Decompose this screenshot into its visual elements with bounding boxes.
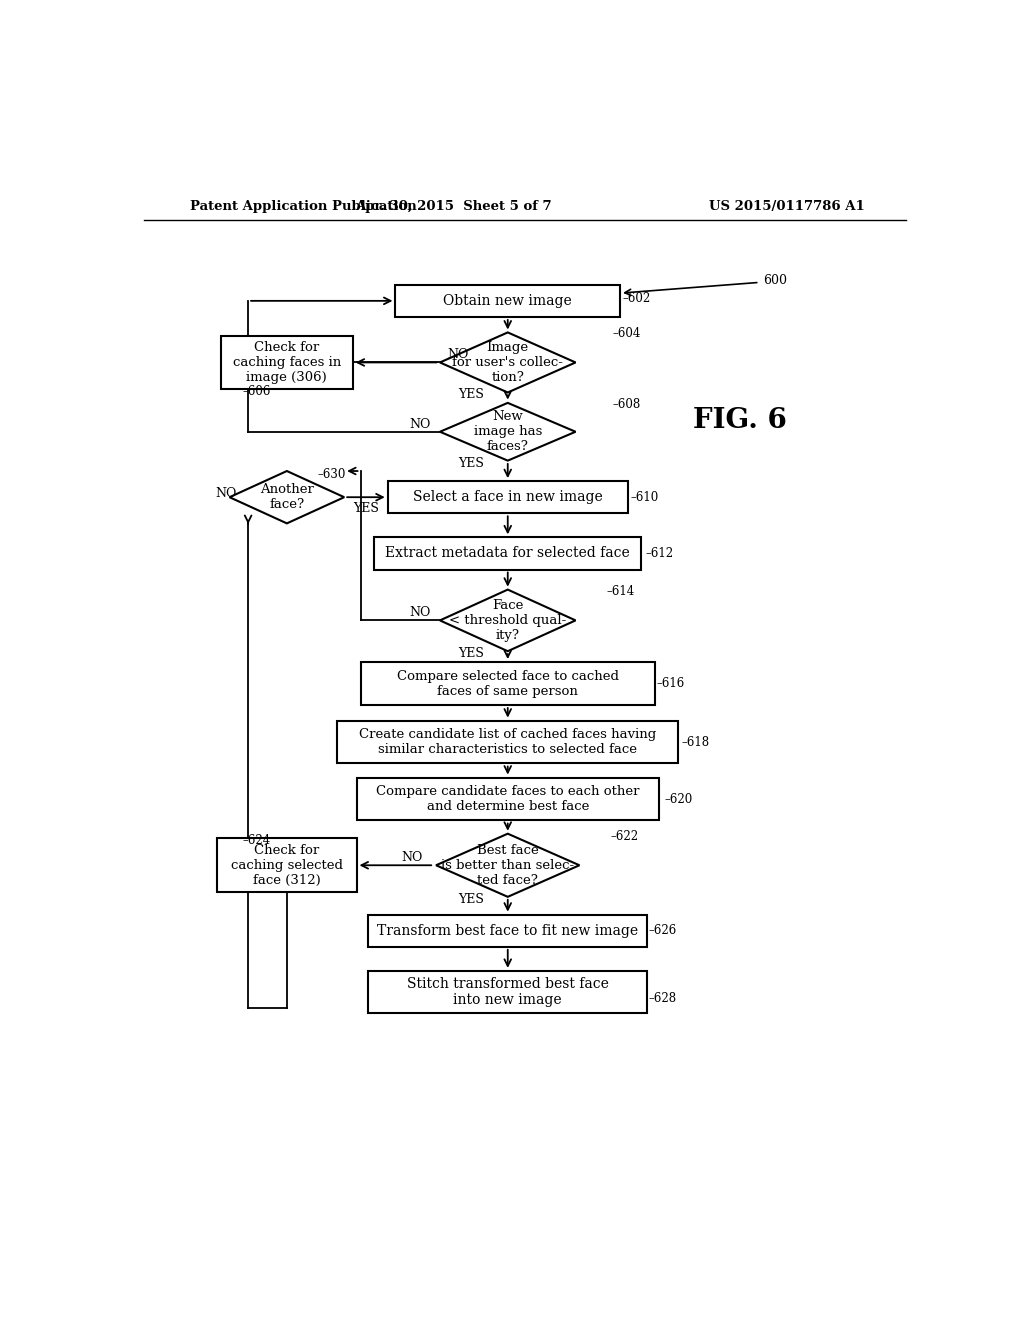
Bar bbox=[369, 915, 647, 946]
Text: YES: YES bbox=[352, 502, 379, 515]
Bar bbox=[356, 777, 658, 820]
Bar bbox=[337, 721, 678, 763]
Bar bbox=[217, 838, 356, 892]
Text: Apr. 30, 2015  Sheet 5 of 7: Apr. 30, 2015 Sheet 5 of 7 bbox=[355, 199, 552, 213]
Text: Create candidate list of cached faces having
similar characteristics to selected: Create candidate list of cached faces ha… bbox=[359, 729, 656, 756]
Text: NO: NO bbox=[216, 487, 238, 500]
Text: –608: –608 bbox=[612, 399, 641, 412]
Text: –616: –616 bbox=[656, 677, 685, 690]
Text: Image
for user's collec-
tion?: Image for user's collec- tion? bbox=[453, 341, 563, 384]
Text: –610: –610 bbox=[630, 491, 658, 504]
Text: YES: YES bbox=[459, 457, 484, 470]
Text: –618: –618 bbox=[681, 735, 710, 748]
Text: Stitch transformed best face
into new image: Stitch transformed best face into new im… bbox=[407, 977, 608, 1007]
Bar bbox=[221, 337, 352, 388]
Polygon shape bbox=[436, 834, 580, 896]
Polygon shape bbox=[440, 403, 575, 461]
Text: Another
face?: Another face? bbox=[260, 483, 313, 511]
Text: –622: –622 bbox=[610, 829, 638, 842]
Polygon shape bbox=[440, 590, 575, 651]
Text: US 2015/0117786 A1: US 2015/0117786 A1 bbox=[710, 199, 865, 213]
Text: Check for
caching selected
face (312): Check for caching selected face (312) bbox=[230, 843, 343, 887]
Text: New
image has
faces?: New image has faces? bbox=[473, 411, 542, 453]
Text: Best face
is better than selec-
ted face?: Best face is better than selec- ted face… bbox=[441, 843, 574, 887]
Text: –628: –628 bbox=[649, 991, 677, 1005]
Bar bbox=[374, 537, 641, 570]
Text: –606: –606 bbox=[243, 385, 271, 399]
Text: Extract metadata for selected face: Extract metadata for selected face bbox=[385, 546, 630, 561]
Text: NO: NO bbox=[409, 606, 430, 619]
Bar bbox=[360, 663, 655, 705]
Text: –630: –630 bbox=[317, 467, 346, 480]
Text: NO: NO bbox=[401, 851, 423, 865]
Polygon shape bbox=[229, 471, 344, 524]
Text: –620: –620 bbox=[665, 792, 692, 805]
Text: –624: –624 bbox=[243, 834, 271, 847]
Text: Face
< threshold qual-
ity?: Face < threshold qual- ity? bbox=[450, 599, 566, 642]
Bar bbox=[395, 285, 621, 317]
Text: –604: –604 bbox=[612, 326, 641, 339]
Text: –602: –602 bbox=[623, 292, 650, 305]
Text: Transform best face to fit new image: Transform best face to fit new image bbox=[377, 924, 638, 937]
Text: –626: –626 bbox=[649, 924, 677, 937]
Bar bbox=[369, 972, 647, 1014]
Text: FIG. 6: FIG. 6 bbox=[693, 407, 787, 434]
Text: –614: –614 bbox=[607, 585, 635, 598]
Text: Patent Application Publication: Patent Application Publication bbox=[190, 199, 417, 213]
Text: YES: YES bbox=[459, 388, 484, 401]
Text: NO: NO bbox=[409, 417, 430, 430]
Text: Check for
caching faces in
image (306): Check for caching faces in image (306) bbox=[232, 341, 341, 384]
Text: Obtain new image: Obtain new image bbox=[443, 294, 572, 308]
Text: YES: YES bbox=[459, 892, 484, 906]
Text: NO: NO bbox=[447, 348, 469, 362]
Bar bbox=[388, 480, 628, 513]
Polygon shape bbox=[440, 333, 575, 392]
Text: Compare candidate faces to each other
and determine best face: Compare candidate faces to each other an… bbox=[376, 785, 640, 813]
Text: Select a face in new image: Select a face in new image bbox=[413, 490, 603, 504]
Text: 600: 600 bbox=[764, 273, 787, 286]
Text: Compare selected face to cached
faces of same person: Compare selected face to cached faces of… bbox=[396, 669, 618, 697]
Text: –612: –612 bbox=[646, 546, 674, 560]
Text: YES: YES bbox=[459, 647, 484, 660]
